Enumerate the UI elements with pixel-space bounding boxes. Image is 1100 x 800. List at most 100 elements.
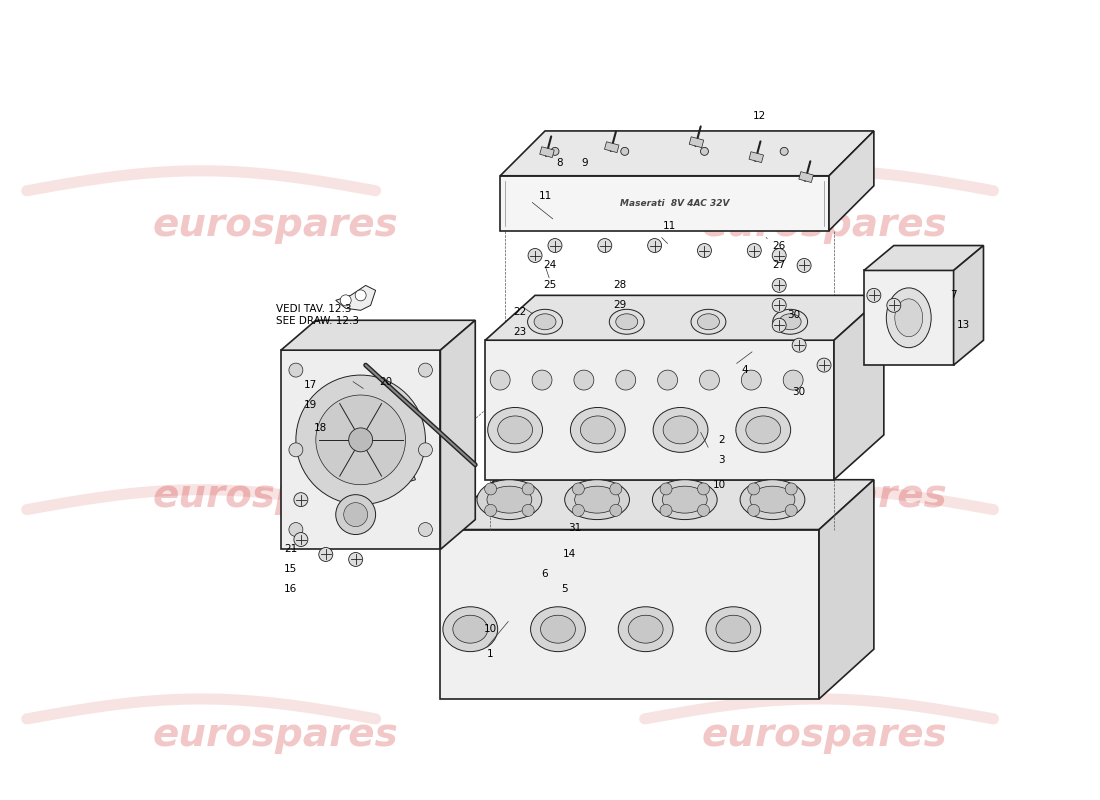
Polygon shape — [954, 246, 983, 365]
Circle shape — [616, 370, 636, 390]
Circle shape — [609, 504, 622, 516]
Polygon shape — [485, 295, 883, 340]
Ellipse shape — [663, 416, 698, 444]
Circle shape — [697, 483, 710, 495]
Circle shape — [349, 428, 373, 452]
Text: eurospares: eurospares — [701, 206, 947, 244]
Text: 14: 14 — [563, 550, 576, 559]
Text: 4: 4 — [741, 365, 748, 375]
Ellipse shape — [736, 407, 791, 452]
Ellipse shape — [746, 416, 781, 444]
Ellipse shape — [716, 615, 751, 643]
Circle shape — [418, 363, 432, 377]
Text: 15: 15 — [284, 565, 297, 574]
Circle shape — [609, 483, 622, 495]
Polygon shape — [336, 286, 375, 310]
Polygon shape — [440, 320, 475, 550]
Ellipse shape — [618, 606, 673, 652]
Circle shape — [343, 502, 367, 526]
Circle shape — [660, 483, 672, 495]
Circle shape — [418, 443, 432, 457]
Circle shape — [741, 370, 761, 390]
Circle shape — [772, 249, 786, 262]
Polygon shape — [799, 172, 813, 182]
Circle shape — [289, 522, 302, 537]
Polygon shape — [500, 176, 829, 230]
Text: eurospares: eurospares — [153, 716, 399, 754]
Ellipse shape — [497, 416, 532, 444]
Ellipse shape — [487, 407, 542, 452]
Circle shape — [491, 370, 510, 390]
Text: 31: 31 — [569, 522, 582, 533]
Circle shape — [697, 504, 710, 516]
Ellipse shape — [616, 314, 638, 330]
Text: 17: 17 — [305, 380, 318, 390]
Ellipse shape — [487, 486, 531, 513]
Circle shape — [289, 443, 302, 457]
Circle shape — [748, 504, 760, 516]
Circle shape — [485, 483, 496, 495]
Text: 8: 8 — [557, 158, 563, 168]
Text: 28: 28 — [613, 280, 626, 290]
Ellipse shape — [779, 314, 801, 330]
Ellipse shape — [628, 615, 663, 643]
Ellipse shape — [530, 606, 585, 652]
Polygon shape — [365, 440, 416, 490]
Ellipse shape — [894, 299, 923, 337]
Ellipse shape — [564, 480, 629, 519]
Polygon shape — [690, 137, 704, 148]
Circle shape — [780, 147, 789, 155]
Text: 19: 19 — [305, 400, 318, 410]
Polygon shape — [834, 295, 883, 480]
Polygon shape — [864, 270, 954, 365]
Text: 3: 3 — [718, 454, 725, 465]
Text: 2: 2 — [718, 435, 725, 445]
Circle shape — [289, 363, 302, 377]
Circle shape — [785, 483, 798, 495]
Ellipse shape — [750, 486, 795, 513]
Text: eurospares: eurospares — [701, 716, 947, 754]
Circle shape — [528, 249, 542, 262]
Circle shape — [349, 553, 363, 566]
Text: 16: 16 — [284, 584, 297, 594]
Text: 7: 7 — [950, 290, 957, 300]
Circle shape — [572, 483, 584, 495]
Polygon shape — [540, 146, 554, 158]
Text: 5: 5 — [562, 584, 569, 594]
Polygon shape — [864, 246, 983, 270]
Text: 26: 26 — [772, 241, 785, 250]
Circle shape — [700, 370, 719, 390]
Circle shape — [551, 147, 559, 155]
Circle shape — [597, 238, 612, 253]
Polygon shape — [485, 340, 834, 480]
Text: 11: 11 — [538, 190, 551, 201]
Text: 27: 27 — [772, 261, 785, 270]
Text: eurospares: eurospares — [153, 206, 399, 244]
Circle shape — [522, 483, 535, 495]
Circle shape — [792, 338, 806, 352]
Text: 11: 11 — [663, 221, 676, 230]
Ellipse shape — [453, 615, 487, 643]
Text: 10: 10 — [713, 480, 726, 490]
Circle shape — [336, 494, 375, 534]
Circle shape — [522, 504, 535, 516]
Text: 23: 23 — [514, 327, 527, 338]
Circle shape — [572, 504, 584, 516]
Ellipse shape — [652, 480, 717, 519]
Ellipse shape — [571, 407, 625, 452]
Circle shape — [783, 370, 803, 390]
Ellipse shape — [691, 310, 726, 334]
Ellipse shape — [477, 480, 542, 519]
Circle shape — [748, 483, 760, 495]
Circle shape — [867, 288, 881, 302]
Text: 29: 29 — [613, 300, 626, 310]
Ellipse shape — [740, 480, 805, 519]
Circle shape — [887, 298, 901, 312]
Circle shape — [660, 504, 672, 516]
Polygon shape — [820, 480, 873, 699]
Circle shape — [294, 533, 308, 546]
Ellipse shape — [540, 615, 575, 643]
Text: 24: 24 — [543, 261, 557, 270]
Polygon shape — [749, 152, 763, 162]
Text: 12: 12 — [752, 111, 766, 121]
